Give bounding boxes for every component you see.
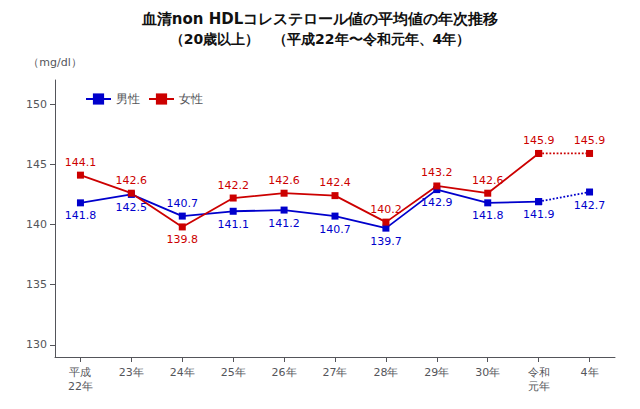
svg-text:24年: 24年 <box>170 366 195 379</box>
svg-text:140.2: 140.2 <box>370 203 402 216</box>
svg-text:男性: 男性 <box>116 92 140 106</box>
svg-text:143.2: 143.2 <box>421 166 453 179</box>
svg-text:145.9: 145.9 <box>523 134 555 147</box>
svg-text:142.6: 142.6 <box>472 174 504 187</box>
svg-text:30年: 30年 <box>475 366 500 379</box>
svg-text:141.8: 141.8 <box>65 209 97 222</box>
svg-text:150: 150 <box>26 98 47 111</box>
svg-text:25年: 25年 <box>221 366 246 379</box>
svg-text:145: 145 <box>26 158 47 171</box>
svg-text:（mg/dl）: （mg/dl） <box>28 56 81 69</box>
svg-text:142.9: 142.9 <box>421 196 453 209</box>
svg-text:26年: 26年 <box>272 366 297 379</box>
svg-text:145.9: 145.9 <box>574 134 606 147</box>
svg-text:血清non HDLコレステロール値の平均値の年次推移: 血清non HDLコレステロール値の平均値の年次推移 <box>141 10 498 28</box>
svg-text:130: 130 <box>26 338 47 351</box>
svg-text:140.7: 140.7 <box>319 223 351 236</box>
svg-text:23年: 23年 <box>119 366 144 379</box>
svg-text:4年: 4年 <box>581 366 599 379</box>
svg-text:135: 135 <box>26 278 47 291</box>
svg-text:141.9: 141.9 <box>523 208 555 221</box>
svg-text:141.1: 141.1 <box>217 218 249 231</box>
svg-text:144.1: 144.1 <box>65 156 97 169</box>
svg-text:142.6: 142.6 <box>268 174 300 187</box>
svg-text:22年: 22年 <box>68 380 93 393</box>
svg-text:140.7: 140.7 <box>167 197 199 210</box>
svg-text:（20歳以上） （平成22年〜令和元年、4年）: （20歳以上） （平成22年〜令和元年、4年） <box>170 31 471 47</box>
svg-text:142.2: 142.2 <box>217 179 249 192</box>
svg-text:142.7: 142.7 <box>574 199 606 212</box>
svg-text:142.4: 142.4 <box>319 176 351 189</box>
svg-text:139.7: 139.7 <box>370 235 402 248</box>
svg-text:139.8: 139.8 <box>167 233 199 246</box>
svg-text:141.2: 141.2 <box>268 217 300 230</box>
svg-text:平成: 平成 <box>69 366 91 379</box>
svg-text:元年: 元年 <box>528 380 550 393</box>
svg-text:女性: 女性 <box>179 92 203 106</box>
svg-text:29年: 29年 <box>424 366 449 379</box>
svg-text:142.5: 142.5 <box>116 201 148 214</box>
svg-text:140: 140 <box>26 218 47 231</box>
svg-text:142.6: 142.6 <box>116 174 148 187</box>
svg-text:28年: 28年 <box>373 366 398 379</box>
svg-text:27年: 27年 <box>323 366 348 379</box>
svg-text:141.8: 141.8 <box>472 209 504 222</box>
svg-text:令和: 令和 <box>528 366 550 379</box>
